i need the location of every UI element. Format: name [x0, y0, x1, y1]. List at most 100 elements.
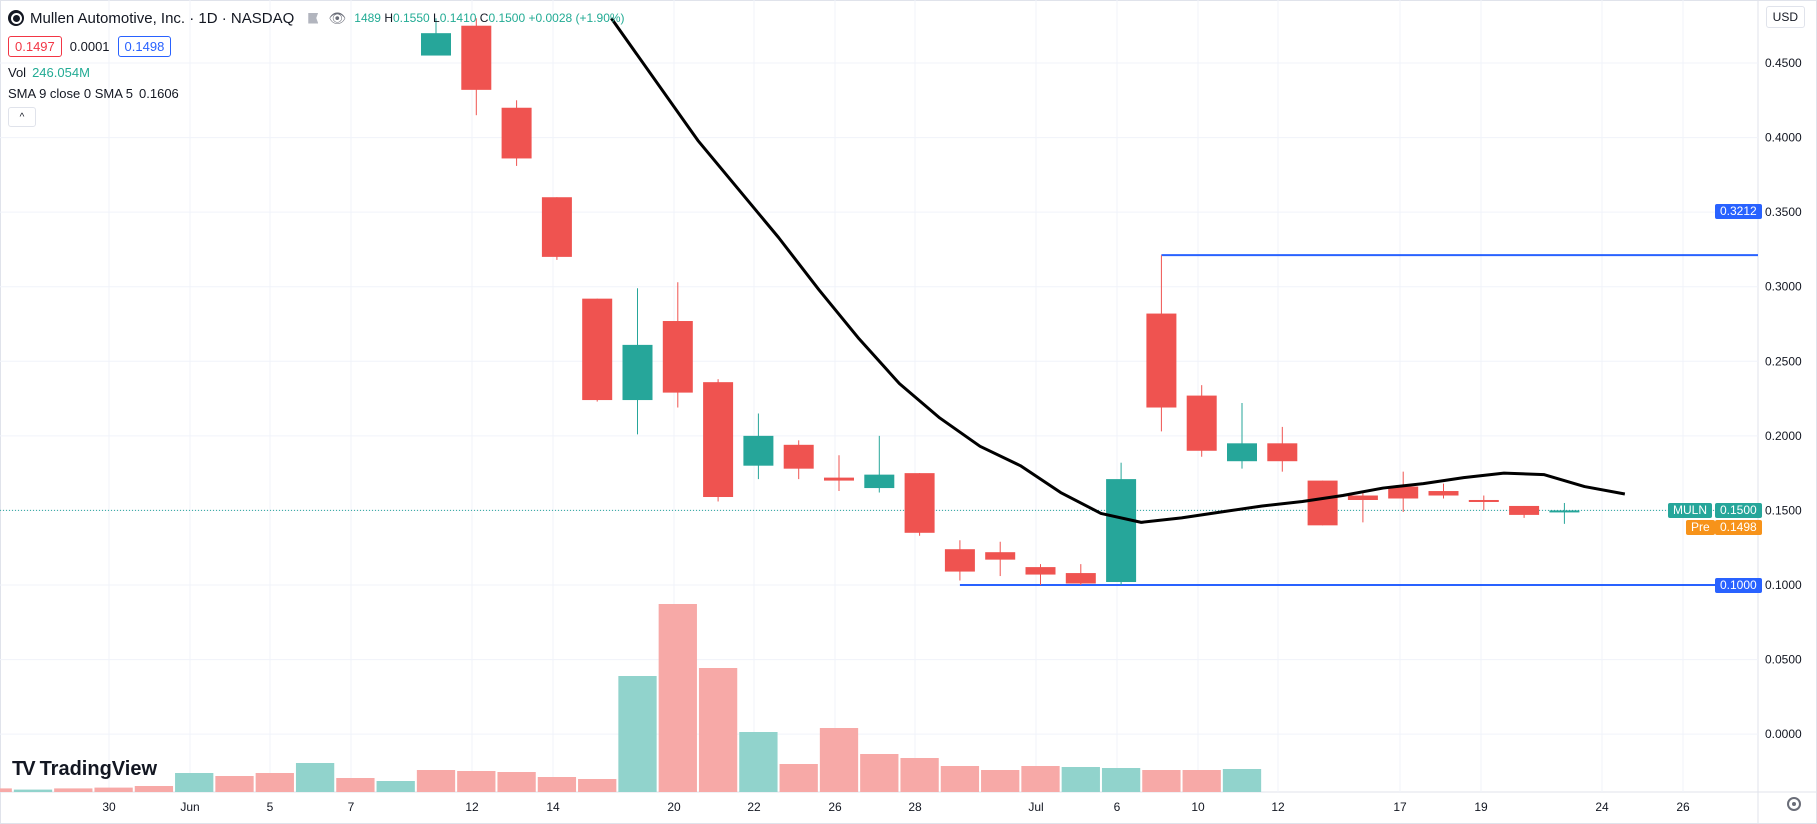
volume-bar	[1021, 766, 1060, 792]
x-tick-label: 17	[1393, 800, 1407, 814]
y-tick-label: 0.3000	[1765, 280, 1802, 294]
volume-bar	[900, 758, 939, 792]
candle-body	[1146, 313, 1177, 408]
y-tick-label: 0.4500	[1765, 56, 1802, 70]
volume-bar	[739, 732, 778, 792]
volume-bar	[1222, 769, 1262, 792]
volume-bar	[54, 788, 93, 792]
volume-bar	[497, 772, 536, 792]
y-tick-label: 0.4000	[1765, 131, 1802, 145]
x-tick-label: 24	[1595, 800, 1609, 814]
sma-value: 0.1606	[139, 86, 179, 101]
tradingview-wordmark: TradingView	[39, 758, 158, 780]
pre-label-tag: Pre	[1686, 520, 1715, 535]
pre-market-price-tag: 0.1498	[1715, 520, 1762, 535]
y-tick-label: 0.2000	[1765, 429, 1802, 443]
volume-indicator-row[interactable]: Vol 246.054M	[8, 62, 625, 83]
hline-low-tag: 0.1000	[1715, 578, 1762, 593]
x-tick-label: Jul	[1028, 800, 1043, 814]
x-tick-label: 26	[1676, 800, 1690, 814]
candle-body	[1307, 480, 1338, 526]
volume-bar	[698, 668, 738, 792]
volume-bar	[416, 770, 456, 792]
volume-bar	[537, 777, 577, 792]
ohlc-h-value: 0.1550	[392, 11, 430, 25]
candle-body	[1388, 486, 1419, 499]
candle-body	[703, 382, 734, 498]
x-tick-label: 14	[546, 800, 560, 814]
volume-bar	[336, 778, 375, 792]
volume-bar	[860, 754, 899, 792]
volume-bar	[1101, 768, 1141, 792]
volume-bar	[255, 773, 294, 792]
candle-body	[582, 298, 613, 401]
ohlc-l-label: L	[433, 11, 440, 25]
candle-body	[743, 435, 774, 466]
volume-bar	[134, 786, 174, 792]
x-tick-label: 12	[1271, 800, 1285, 814]
candle-body	[1347, 495, 1378, 500]
sma-indicator-row[interactable]: SMA 9 close 0 SMA 5 0.1606	[8, 83, 625, 104]
last-price-tag: 0.1500	[1715, 503, 1762, 518]
symbol-tag: MULN	[1668, 503, 1713, 518]
tradingview-logo[interactable]: TV TradingView	[12, 758, 157, 781]
x-tick-label: 20	[667, 800, 681, 814]
x-tick-label: 12	[465, 800, 479, 814]
volume-bar	[1142, 770, 1181, 792]
x-tick-label: 6	[1114, 800, 1121, 814]
candle-body	[421, 33, 451, 56]
settings-icon[interactable]	[1787, 797, 1801, 811]
x-tick-label: 7	[348, 800, 355, 814]
candle-body	[1267, 443, 1298, 462]
candle-body	[864, 474, 895, 489]
ohlc-change: +0.0028 (+1.90%)	[528, 11, 625, 25]
ohlc-h-label: H	[384, 11, 393, 25]
tradingview-mark-icon: TV	[12, 758, 36, 780]
candle-body	[824, 477, 854, 481]
x-tick-label: 5	[267, 800, 274, 814]
volume-bar	[618, 676, 657, 792]
symbol-title[interactable]: Mullen Automotive, Inc. · 1D · NASDAQ	[30, 9, 295, 27]
candle-body	[985, 552, 1016, 560]
volume-bar	[0, 788, 12, 792]
volume-bar	[1182, 770, 1221, 792]
candle-body	[944, 549, 975, 572]
ask-price-box[interactable]: 0.1498	[117, 35, 172, 57]
volume-bar	[658, 604, 697, 792]
candle-body	[1227, 443, 1257, 462]
candle-body	[1468, 499, 1499, 502]
collapse-legend-button[interactable]: ^	[8, 107, 36, 127]
ohlc-o-value: 1489	[354, 11, 381, 25]
y-tick-label: 0.3500	[1765, 205, 1802, 219]
candle-body	[904, 473, 935, 533]
bid-price-box[interactable]: 0.1497	[8, 35, 62, 57]
y-tick-label: 0.0500	[1765, 653, 1802, 667]
volume-bar	[175, 773, 214, 792]
x-tick-label: 26	[828, 800, 842, 814]
sma-label: SMA 9 close 0 SMA 5	[8, 86, 134, 101]
candle-body	[1549, 510, 1580, 513]
volume-bar	[940, 766, 980, 792]
ohlc-c-value: 0.1500	[488, 11, 526, 25]
symbol-logo-icon	[8, 10, 24, 26]
x-tick-label: 10	[1191, 800, 1205, 814]
flag-icon-button[interactable]	[302, 8, 324, 28]
volume-bar	[1061, 767, 1100, 792]
eye-icon[interactable]: 👁	[328, 9, 347, 26]
volume-bar	[819, 728, 859, 792]
candle-body	[1065, 573, 1096, 584]
ohlc-c-label: C	[479, 11, 489, 25]
currency-selector[interactable]: USD	[1765, 6, 1805, 28]
candle-body	[501, 107, 532, 159]
candle-body	[662, 321, 693, 393]
volume-bar	[295, 763, 335, 792]
candle-body	[461, 25, 492, 90]
volume-bar	[215, 776, 254, 792]
y-tick-label: 0.0000	[1765, 727, 1802, 741]
candle-body	[1509, 505, 1540, 515]
chevron-up-icon: ^	[19, 111, 25, 123]
volume-bar	[457, 771, 496, 792]
candle-body	[541, 197, 572, 257]
candle-body	[783, 444, 814, 469]
